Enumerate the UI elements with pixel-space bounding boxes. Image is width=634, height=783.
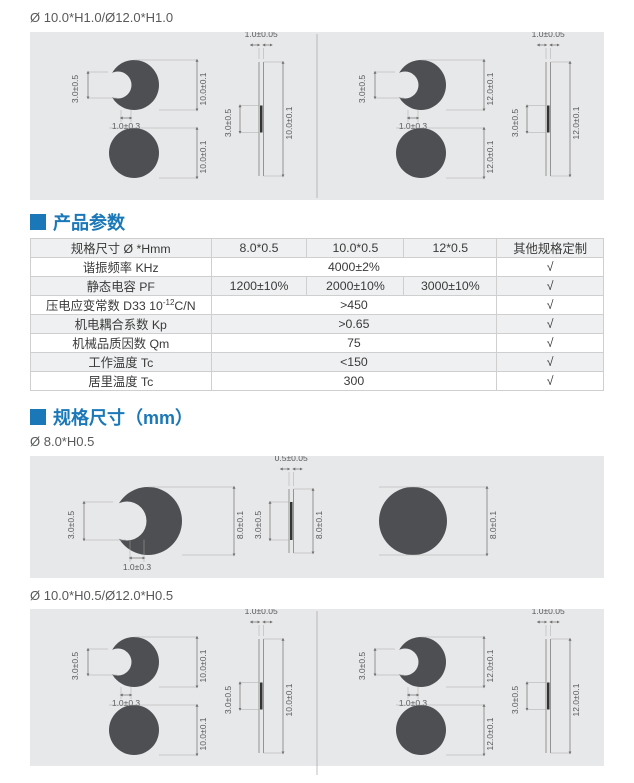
svg-text:8.0±0.1: 8.0±0.1: [314, 511, 324, 540]
svg-text:12.0±0.1: 12.0±0.1: [571, 683, 581, 716]
svg-text:10.0±0.1: 10.0±0.1: [198, 72, 208, 105]
svg-text:3.0±0.5: 3.0±0.5: [223, 109, 233, 138]
svg-text:12.0±0.1: 12.0±0.1: [485, 140, 495, 173]
svg-text:10.0±0.1: 10.0±0.1: [198, 717, 208, 750]
svg-text:1.0±0.05: 1.0±0.05: [532, 32, 565, 39]
svg-text:0.5±0.05: 0.5±0.05: [275, 456, 308, 463]
svg-text:12.0±0.1: 12.0±0.1: [485, 72, 495, 105]
svg-text:1.0±0.05: 1.0±0.05: [245, 609, 278, 616]
svg-text:1.0±0.05: 1.0±0.05: [245, 32, 278, 39]
svg-text:1.0±0.3: 1.0±0.3: [123, 562, 152, 572]
svg-text:10.0±0.1: 10.0±0.1: [284, 683, 294, 716]
svg-text:3.0±0.5: 3.0±0.5: [70, 75, 80, 104]
svg-text:3.0±0.5: 3.0±0.5: [66, 511, 76, 540]
svg-text:10.0±0.1: 10.0±0.1: [284, 106, 294, 139]
svg-text:8.0±0.1: 8.0±0.1: [488, 511, 498, 540]
svg-text:3.0±0.5: 3.0±0.5: [223, 686, 233, 715]
svg-text:3.0±0.5: 3.0±0.5: [510, 109, 520, 138]
svg-text:3.0±0.5: 3.0±0.5: [357, 75, 367, 104]
svg-text:1.0±0.05: 1.0±0.05: [532, 609, 565, 616]
svg-text:3.0±0.5: 3.0±0.5: [253, 511, 263, 540]
svg-text:10.0±0.1: 10.0±0.1: [198, 649, 208, 682]
svg-text:3.0±0.5: 3.0±0.5: [510, 686, 520, 715]
svg-text:8.0±0.1: 8.0±0.1: [235, 511, 245, 540]
svg-text:3.0±0.5: 3.0±0.5: [357, 652, 367, 681]
svg-text:12.0±0.1: 12.0±0.1: [571, 106, 581, 139]
svg-text:10.0±0.1: 10.0±0.1: [198, 140, 208, 173]
svg-text:3.0±0.5: 3.0±0.5: [70, 652, 80, 681]
svg-text:12.0±0.1: 12.0±0.1: [485, 649, 495, 682]
svg-text:12.0±0.1: 12.0±0.1: [485, 717, 495, 750]
